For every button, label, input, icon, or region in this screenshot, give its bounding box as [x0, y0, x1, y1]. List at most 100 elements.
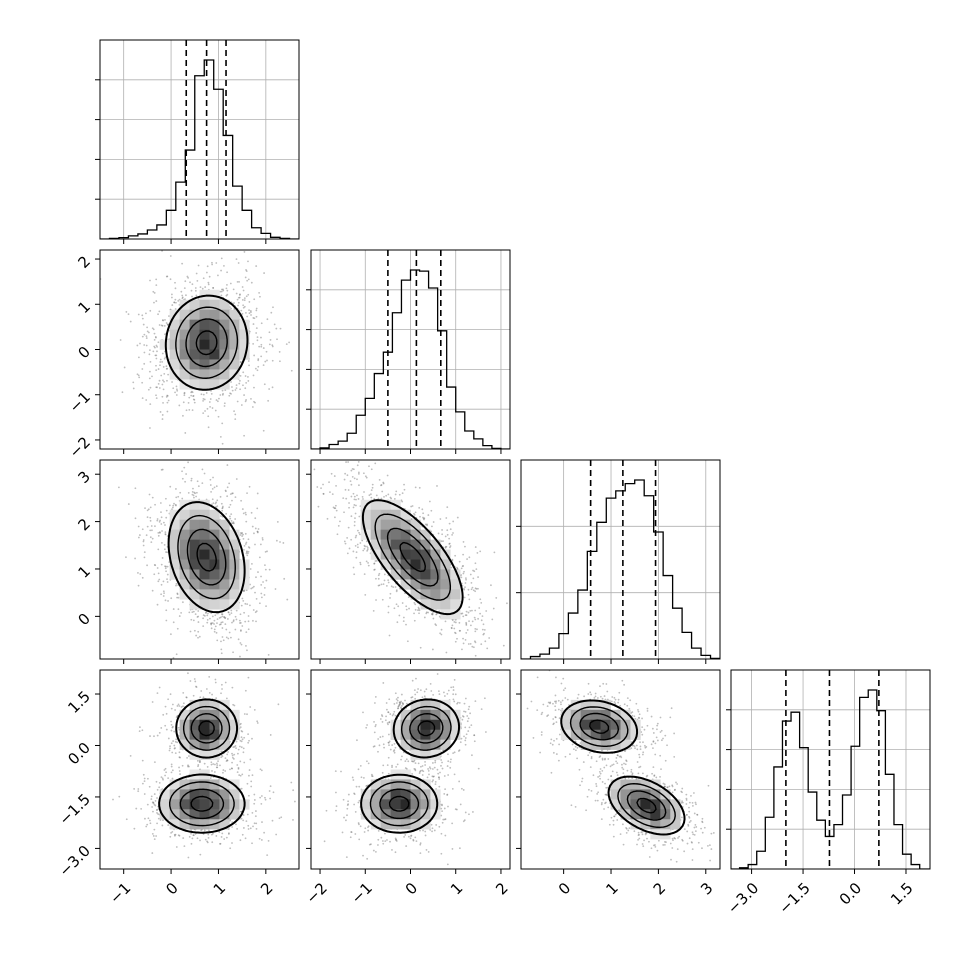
sample-point	[264, 568, 267, 571]
sample-point	[158, 521, 161, 523]
sample-point	[154, 503, 156, 506]
sample-point	[221, 627, 224, 629]
sample-point	[386, 474, 389, 477]
sample-point	[190, 477, 193, 480]
sample-point	[160, 516, 163, 519]
density-cell	[189, 309, 200, 320]
sample-point	[255, 610, 258, 613]
sample-point	[272, 306, 274, 309]
density-cell	[179, 579, 190, 590]
sample-point	[237, 301, 240, 304]
sample-point	[224, 617, 227, 620]
sample-point	[260, 336, 262, 339]
sample-point	[193, 496, 195, 499]
sample-point	[178, 404, 181, 407]
density-cell	[179, 369, 190, 380]
sample-point	[491, 618, 494, 621]
sample-point	[156, 811, 158, 814]
sample-point	[147, 508, 150, 511]
sample-point	[402, 616, 405, 619]
sample-point	[210, 833, 213, 836]
sample-point	[237, 304, 239, 307]
sample-point	[348, 547, 351, 550]
sample-point	[353, 504, 356, 506]
sample-point	[465, 631, 468, 634]
sample-point	[190, 842, 193, 845]
sample-point	[156, 822, 158, 825]
sample-point	[238, 622, 241, 624]
sample-point	[151, 537, 154, 540]
sample-point	[329, 491, 331, 494]
sample-point	[350, 538, 353, 541]
sample-point	[132, 387, 135, 390]
histogram-panel-3	[516, 459, 721, 660]
sample-point	[234, 389, 237, 391]
density-cell	[380, 559, 391, 570]
sample-point	[369, 493, 372, 496]
density-panel-2-3	[310, 459, 511, 686]
sample-point	[275, 539, 278, 542]
sample-point	[166, 275, 169, 278]
sample-point	[138, 730, 141, 733]
density-cell	[209, 309, 220, 320]
density-cell	[450, 599, 461, 610]
sample-point	[208, 401, 211, 403]
sample-point	[385, 494, 388, 497]
sample-point	[260, 769, 263, 772]
density-cell	[400, 509, 411, 520]
sample-point	[224, 616, 227, 619]
density-cell	[400, 559, 411, 570]
sample-point	[353, 495, 356, 498]
sample-point	[189, 630, 192, 633]
sample-point	[191, 283, 194, 286]
sample-point	[254, 517, 257, 520]
sample-point	[367, 562, 369, 564]
sample-point	[158, 324, 161, 326]
sample-point	[230, 307, 233, 310]
sample-point	[186, 275, 189, 278]
sample-point	[224, 623, 227, 626]
sample-point	[422, 516, 424, 519]
sample-point	[346, 537, 349, 539]
sample-point	[482, 623, 485, 626]
sample-point	[357, 471, 360, 474]
sample-point	[216, 499, 219, 502]
sample-point	[151, 327, 154, 330]
sample-point	[398, 614, 401, 617]
sample-point	[475, 568, 478, 571]
sample-point	[422, 517, 425, 520]
sample-point	[220, 288, 223, 291]
sample-point	[226, 464, 229, 466]
density-cell	[219, 519, 230, 530]
sample-point	[180, 611, 183, 614]
sample-point	[479, 684, 481, 686]
sample-point	[381, 490, 384, 493]
sample-point	[167, 600, 169, 602]
sample-point	[248, 309, 250, 312]
sample-point	[134, 487, 137, 490]
sample-point	[181, 601, 184, 604]
sample-point	[166, 401, 169, 404]
sample-point	[226, 618, 229, 620]
sample-point	[162, 580, 165, 583]
sample-point	[201, 482, 204, 485]
sample-point	[207, 836, 210, 839]
density-cell	[169, 529, 180, 540]
sample-point	[449, 528, 452, 531]
sample-point	[474, 628, 477, 630]
sample-point	[250, 314, 252, 316]
density-cell	[440, 599, 451, 610]
density-cell	[370, 499, 381, 511]
sample-point	[363, 573, 366, 576]
sample-point	[474, 587, 477, 590]
sample-point	[392, 586, 395, 588]
sample-point	[446, 529, 449, 532]
density-cell	[189, 559, 200, 570]
density-cell	[410, 539, 421, 550]
sample-point	[239, 293, 241, 296]
density-cell	[189, 529, 200, 540]
sample-point	[169, 278, 172, 281]
sample-point	[213, 623, 215, 625]
sample-point	[254, 543, 256, 546]
sample-point	[168, 315, 170, 317]
